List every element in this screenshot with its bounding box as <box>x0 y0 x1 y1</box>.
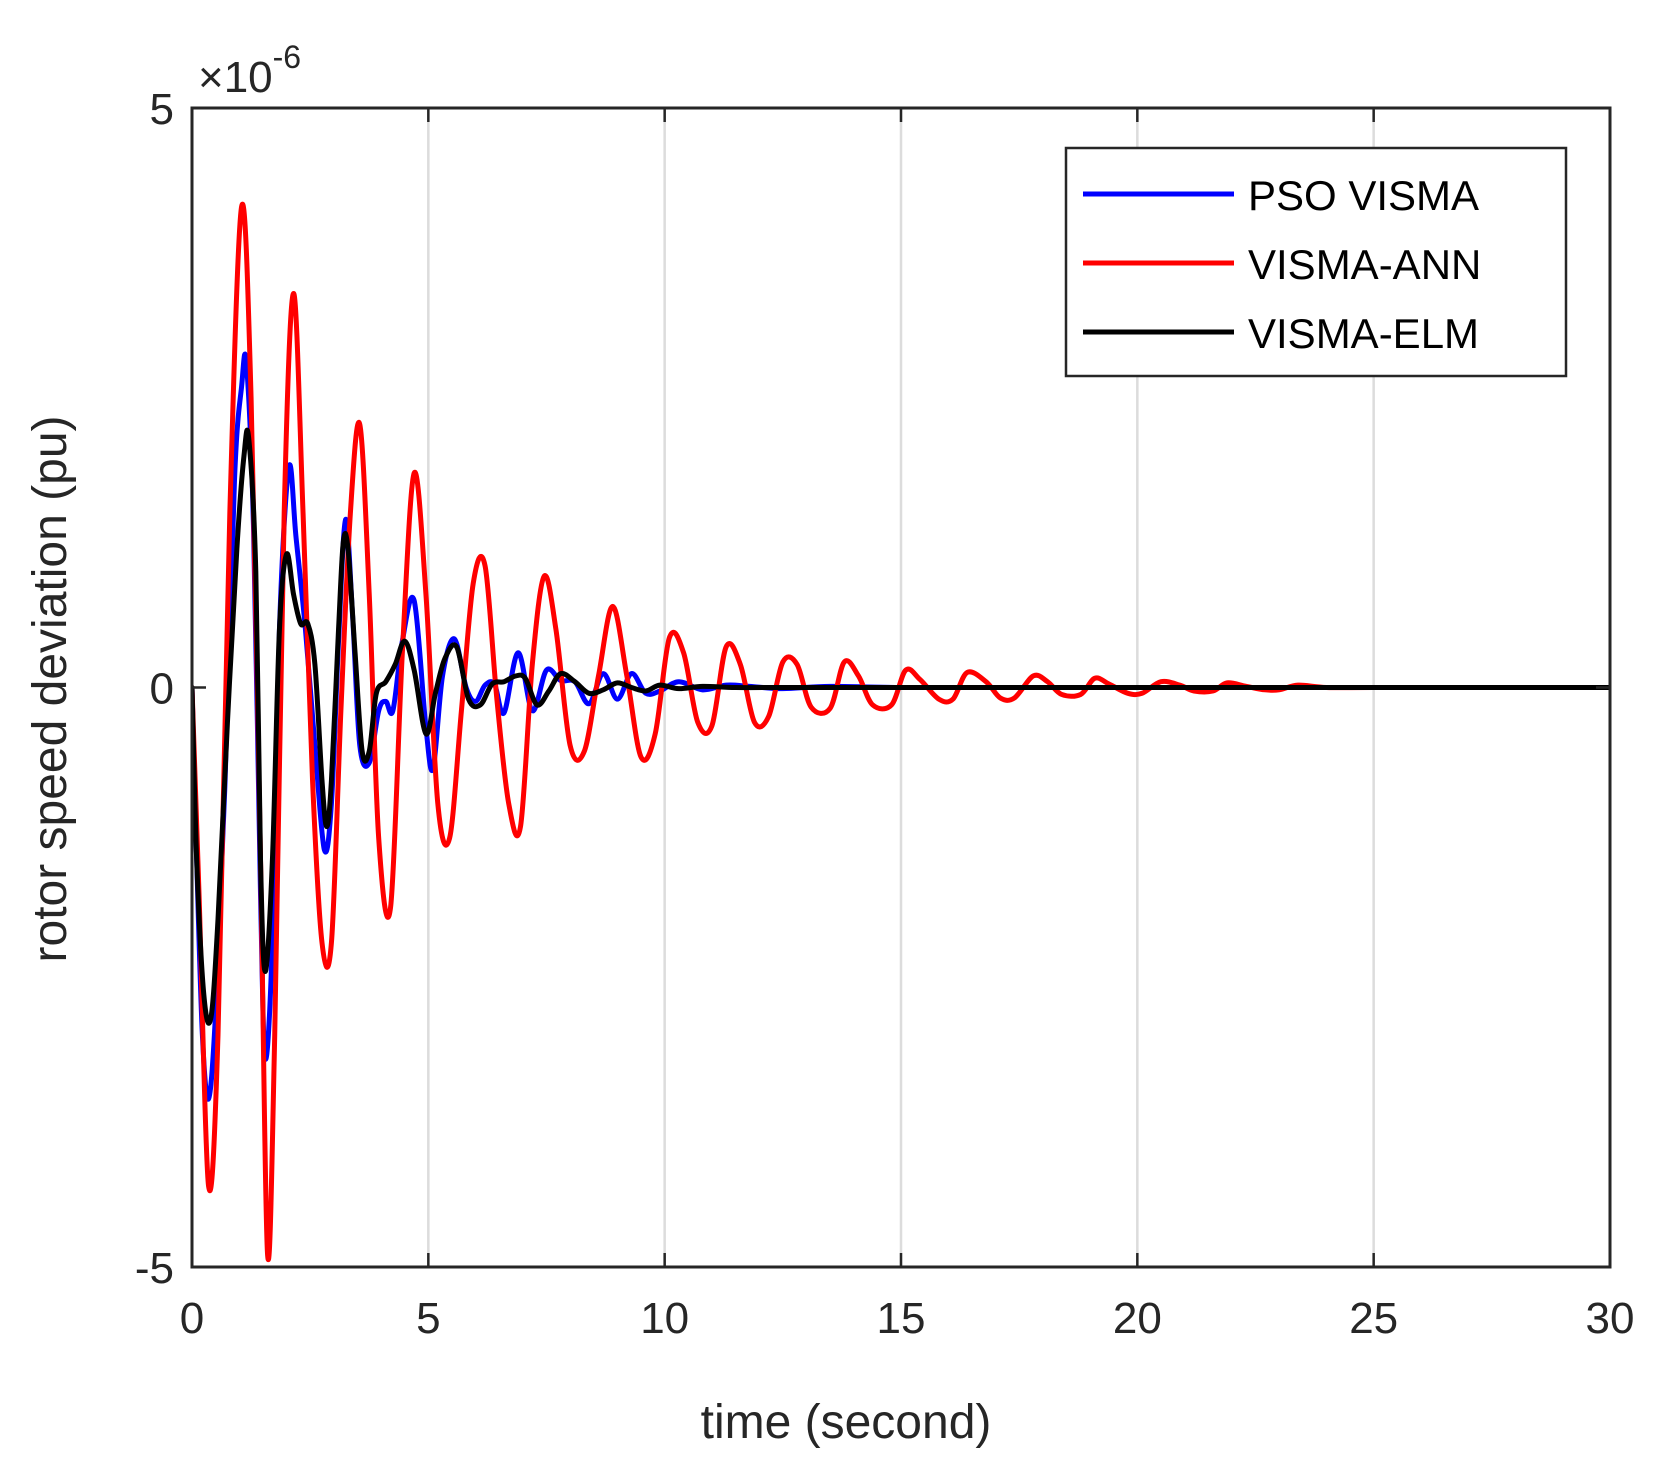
x-tick-label: 30 <box>1586 1294 1635 1343</box>
y-exponent-power: -6 <box>273 39 301 75</box>
x-axis-label: time (second) <box>701 1396 992 1449</box>
y-axis-label: rotor speed deviation (pu) <box>24 416 77 963</box>
x-tick-label: 0 <box>180 1294 204 1343</box>
y-exponent-base: ×10 <box>198 53 273 102</box>
series-line-visma-ann <box>192 201 1610 1262</box>
plot-lines <box>192 201 1610 1262</box>
x-tick-labels: 0 5 10 15 20 25 30 <box>180 1294 1635 1343</box>
series-line-visma-elm <box>192 427 1610 1026</box>
legend: PSO VISMA VISMA-ANN VISMA-ELM <box>1064 146 1568 378</box>
legend-label-pso-visma: PSO VISMA <box>1248 172 1479 219</box>
y-tick-label: 0 <box>150 665 174 714</box>
x-tick-label: 10 <box>640 1294 689 1343</box>
x-tick-label: 5 <box>416 1294 440 1343</box>
legend-label-visma-elm: VISMA-ELM <box>1248 310 1479 357</box>
x-tick-label: 25 <box>1349 1294 1398 1343</box>
legend-label-visma-ann: VISMA-ANN <box>1248 241 1481 288</box>
y-tick-label: 5 <box>150 85 174 134</box>
y-tick-label: -5 <box>135 1244 174 1293</box>
y-tick-labels: -5 0 5 <box>135 85 174 1293</box>
y-exponent-label: ×10-6 <box>198 39 301 102</box>
x-tick-label: 15 <box>877 1294 926 1343</box>
tick-marks <box>190 106 1612 1269</box>
x-tick-label: 20 <box>1113 1294 1162 1343</box>
